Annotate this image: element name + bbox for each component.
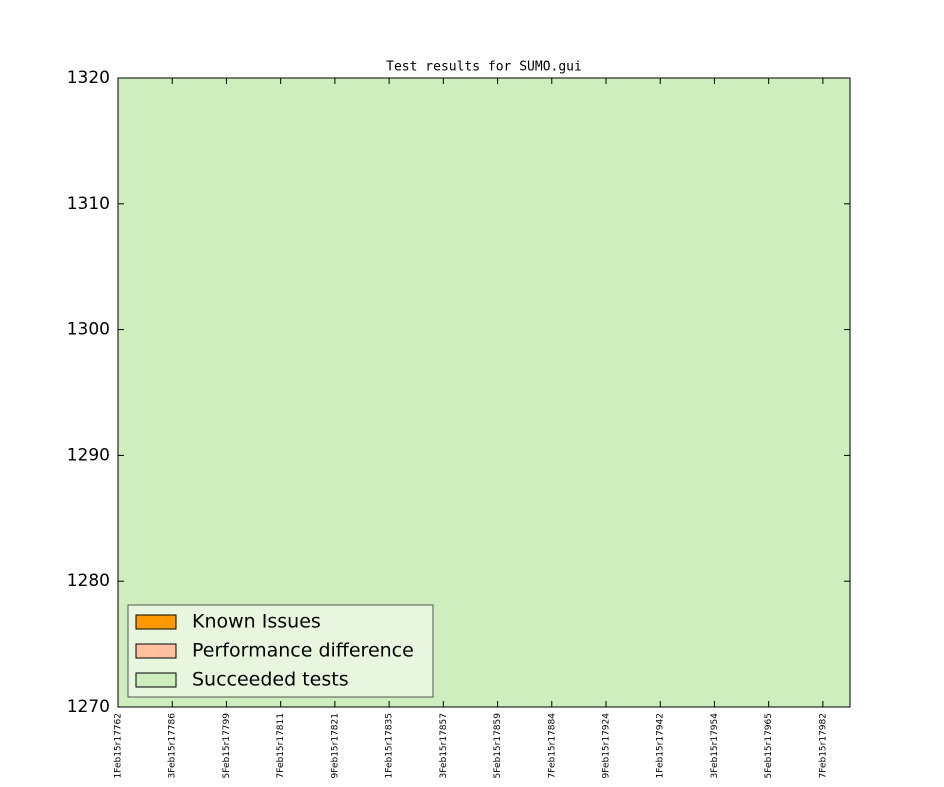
x-tick-label: 3Feb15r17786 (168, 713, 178, 779)
x-tick-label: 7Feb15r17811 (276, 713, 286, 778)
x-tick-label: 3Feb15r17857 (439, 713, 449, 778)
legend-swatch (135, 614, 177, 630)
x-tick-label: 5Feb15r17859 (493, 713, 503, 779)
x-tick-label: 5Feb15r17799 (222, 713, 232, 779)
legend-swatch (135, 672, 177, 688)
x-tick-label: 1Feb15r17762 (114, 713, 124, 778)
legend: Known Issues Performance difference Succee… (127, 604, 434, 698)
x-tick-label: 7Feb15r17982 (818, 713, 828, 778)
plot-frame (117, 77, 851, 708)
y-tick-label: 1280 (67, 571, 110, 591)
x-tick-label: 3Feb15r17954 (710, 713, 720, 779)
x-tick-label: 5Feb15r17965 (764, 713, 774, 778)
x-tick-label: 7Feb15r17884 (547, 713, 557, 779)
y-tick-label: 1290 (67, 445, 110, 465)
y-tick-label: 1300 (67, 320, 110, 340)
x-tick-label: 9Feb15r17924 (602, 713, 612, 779)
chart-title: Test results for SUMO.gui (386, 60, 582, 75)
y-tick-label: 1270 (67, 697, 110, 717)
y-tick-label: 1310 (67, 194, 110, 214)
legend-label: Performance difference (192, 640, 414, 662)
legend-label: Succeeded tests (192, 669, 349, 691)
legend-swatch (135, 643, 177, 659)
area (118, 78, 850, 707)
x-tick-label: 1Feb15r17942 (656, 713, 666, 778)
x-tick-label: 1Feb15r17835 (385, 713, 395, 778)
legend-box (127, 604, 434, 698)
plot (118, 78, 850, 707)
y-tick-label: 1320 (67, 68, 110, 88)
x-tick-label: 9Feb15r17821 (330, 713, 340, 778)
legend-label: Known Issues (192, 611, 321, 633)
